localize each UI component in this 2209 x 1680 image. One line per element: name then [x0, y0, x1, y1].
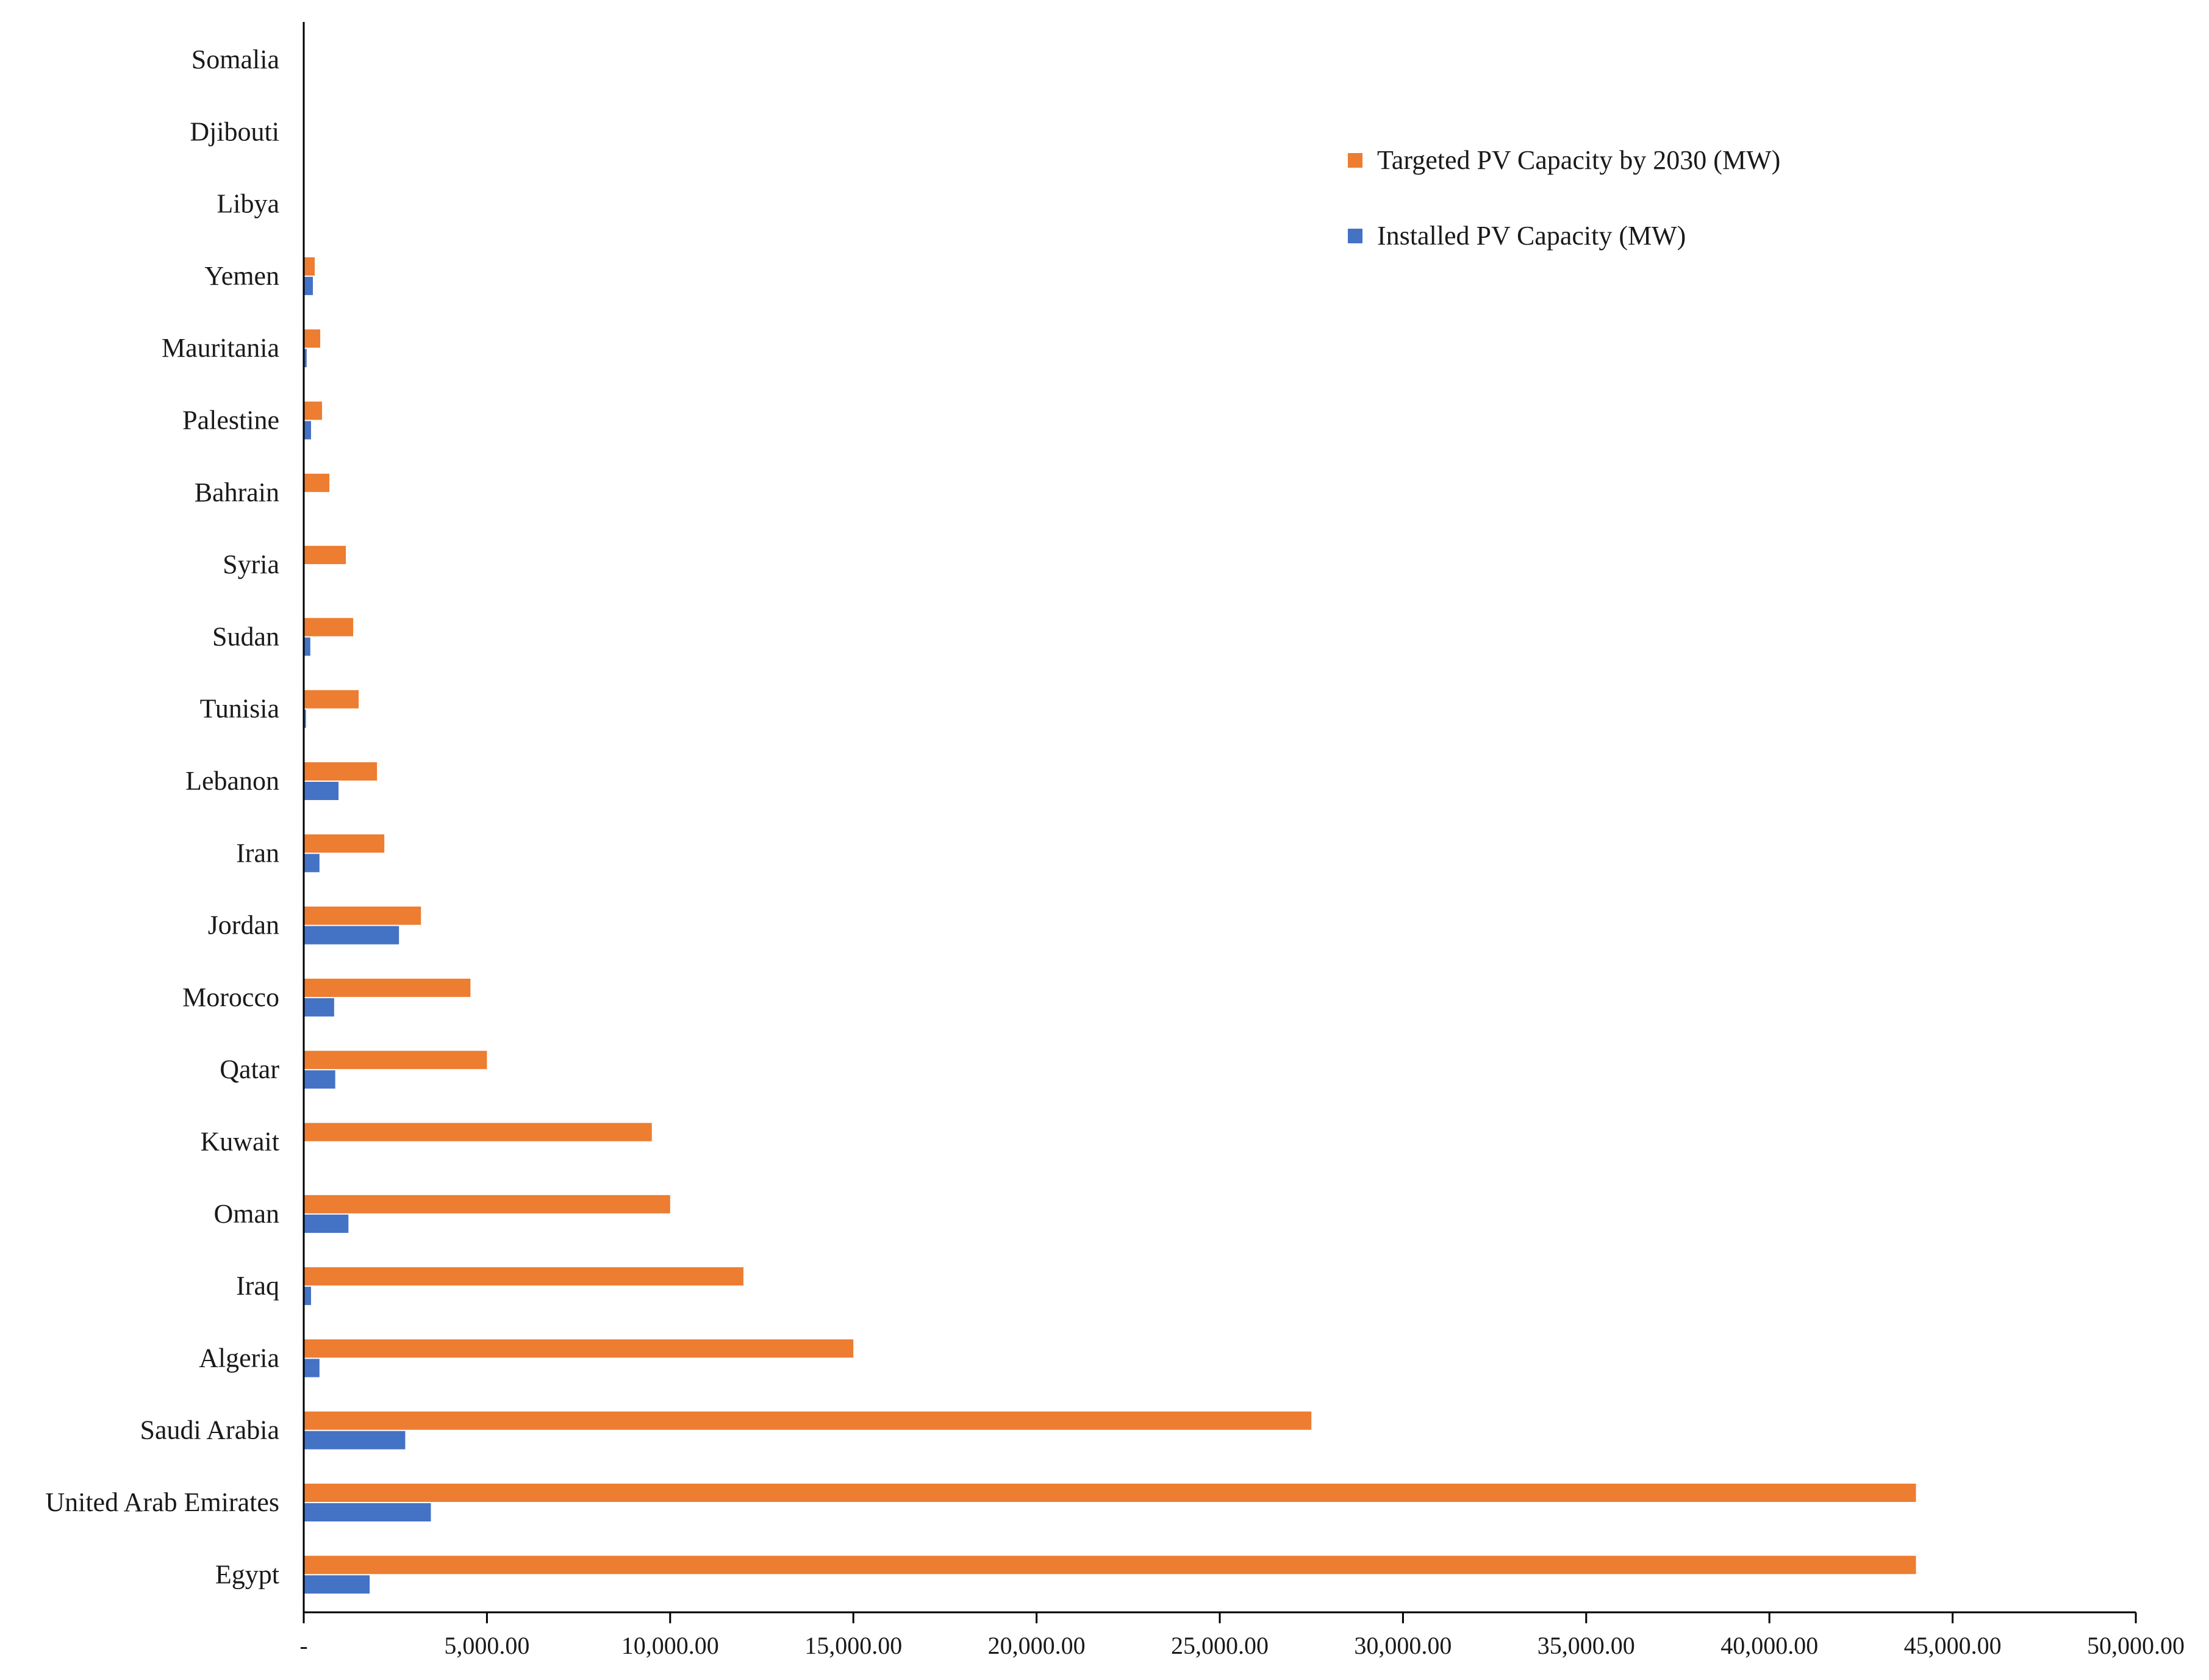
bar-targeted-kuwait	[304, 1123, 652, 1142]
category-label-jordan: Jordan	[208, 910, 279, 940]
bar-installed-saudi-arabia	[304, 1431, 406, 1449]
category-label-djibouti: Djibouti	[190, 116, 279, 146]
bar-targeted-egypt	[304, 1556, 1916, 1575]
category-label-sudan: Sudan	[212, 621, 279, 651]
category-label-saudi-arabia: Saudi Arabia	[140, 1415, 279, 1445]
bar-targeted-saudi-arabia	[304, 1411, 1312, 1430]
category-label-tunisia: Tunisia	[200, 694, 279, 724]
category-label-algeria: Algeria	[199, 1343, 279, 1373]
bar-installed-iraq	[304, 1287, 312, 1306]
bar-targeted-oman	[304, 1195, 670, 1214]
legend-swatch-installed	[1348, 229, 1362, 243]
x-tick-label-0: -	[299, 1632, 307, 1659]
bar-installed-mauritania	[304, 349, 307, 368]
x-tick-labels: - 5,000.00 10,000.00 15,000.00 20,000.00 25,0…	[299, 1632, 2185, 1659]
category-label-bahrain: Bahrain	[195, 477, 279, 507]
bar-installed-lebanon	[304, 782, 339, 800]
bar-installed-morocco	[304, 998, 334, 1017]
bar-targeted-qatar	[304, 1051, 487, 1070]
legend-swatch-targeted	[1348, 153, 1362, 168]
category-label-mauritania: Mauritania	[162, 333, 279, 363]
x-tick-label-5: 25,000.00	[1171, 1632, 1269, 1659]
category-label-morocco: Morocco	[182, 982, 279, 1012]
bar-targeted-lebanon	[304, 762, 378, 781]
bar-targeted-united-arab-emirates	[304, 1484, 1916, 1502]
x-tick-label-3: 15,000.00	[804, 1632, 902, 1659]
x-tick-label-1: 5,000.00	[444, 1632, 529, 1659]
legend-label-installed: Installed PV Capacity (MW)	[1377, 221, 1686, 251]
x-tick-label-6: 30,000.00	[1354, 1632, 1452, 1659]
category-label-yemen: Yemen	[204, 261, 279, 291]
category-label-libya: Libya	[217, 189, 279, 219]
legend: Targeted PV Capacity by 2030 (MW) Install…	[1348, 145, 1780, 251]
axes-group	[303, 22, 2137, 1623]
bar-targeted-morocco	[304, 978, 471, 997]
legend-label-targeted: Targeted PV Capacity by 2030 (MW)	[1377, 145, 1780, 175]
category-label-egypt: Egypt	[215, 1559, 279, 1589]
bar-installed-united-arab-emirates	[304, 1503, 431, 1521]
bar-installed-tunisia	[304, 709, 306, 728]
bar-installed-sudan	[304, 637, 310, 656]
category-label-oman: Oman	[213, 1199, 279, 1229]
bar-installed-oman	[304, 1214, 349, 1233]
x-tick-label-9: 45,000.00	[1904, 1632, 2002, 1659]
category-label-iran: Iran	[236, 838, 279, 868]
bar-installed-iran	[304, 854, 320, 873]
bar-targeted-yemen	[304, 257, 315, 276]
bar-installed-egypt	[304, 1575, 370, 1594]
x-tick-label-2: 10,000.00	[621, 1632, 719, 1659]
category-label-syria: Syria	[223, 549, 279, 579]
bars-group	[304, 257, 1916, 1594]
bar-targeted-bahrain	[304, 473, 330, 492]
bar-targeted-palestine	[304, 401, 323, 420]
bar-installed-qatar	[304, 1070, 335, 1089]
bar-targeted-jordan	[304, 906, 421, 925]
category-label-qatar: Qatar	[220, 1054, 279, 1084]
category-label-lebanon: Lebanon	[185, 766, 279, 796]
category-label-somalia: Somalia	[192, 45, 279, 74]
bar-installed-jordan	[304, 926, 399, 945]
category-label-iraq: Iraq	[236, 1271, 279, 1301]
x-tick-label-8: 40,000.00	[1720, 1632, 1818, 1659]
x-tick-label-4: 20,000.00	[988, 1632, 1086, 1659]
category-label-palestine: Palestine	[182, 406, 279, 435]
bar-targeted-tunisia	[304, 690, 359, 709]
bar-installed-yemen	[304, 276, 313, 295]
bar-installed-algeria	[304, 1359, 320, 1378]
bar-targeted-iran	[304, 834, 385, 853]
bar-targeted-mauritania	[304, 329, 321, 348]
bar-targeted-syria	[304, 546, 346, 565]
bar-targeted-algeria	[304, 1339, 854, 1358]
category-label-kuwait: Kuwait	[200, 1127, 279, 1157]
bar-installed-palestine	[304, 421, 312, 440]
bar-targeted-iraq	[304, 1267, 743, 1286]
bar-targeted-sudan	[304, 618, 354, 637]
x-tick-label-7: 35,000.00	[1538, 1632, 1635, 1659]
category-label-united-arab-emirates: United Arab Emirates	[45, 1487, 279, 1517]
x-tick-label-10: 50,000.00	[2087, 1632, 2185, 1659]
category-labels: Somalia Djibouti Libya Yemen Mauritania Pales…	[45, 45, 279, 1589]
